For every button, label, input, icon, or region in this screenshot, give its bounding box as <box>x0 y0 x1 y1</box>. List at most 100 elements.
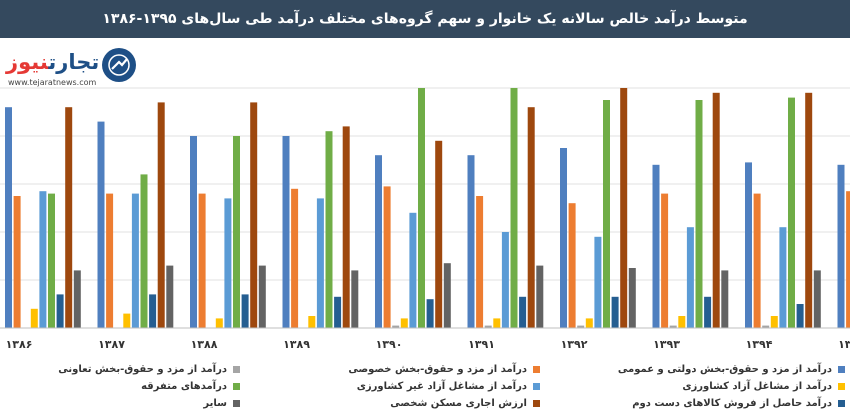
x-tick-label-6: ۱۳۹۲ <box>561 338 588 351</box>
bar-s1-c1 <box>106 193 114 328</box>
legend-swatch-2 <box>233 366 240 373</box>
bar-s5-c8 <box>788 97 795 328</box>
bar-s8-c4 <box>443 263 451 328</box>
bar-s1-c8 <box>753 193 761 328</box>
legend-item-0: درآمد از مزد و حقوق-بخش دولتی و عمومی <box>618 364 845 375</box>
bar-s0-c1 <box>97 121 105 328</box>
bar-s0-c0 <box>5 107 12 328</box>
brand-name-red: نیوز <box>6 50 49 74</box>
bar-s3-c6 <box>585 318 593 328</box>
bar-s7-c7 <box>712 92 720 328</box>
globe-icon <box>102 48 136 82</box>
chart-legend: درآمد از مزد و حقوق-بخش دولتی و عمومی درآ… <box>0 360 850 420</box>
bar-s6-c5 <box>519 296 527 328</box>
legend-label-5: درآمدهای متفرقه <box>141 381 227 392</box>
bar-s7-c8 <box>805 92 813 328</box>
bar-s2-c6 <box>577 325 585 328</box>
bar-s4-c8 <box>779 227 787 328</box>
bar-s5-c5 <box>510 88 518 328</box>
bar-s6-c8 <box>796 304 804 328</box>
bar-s2-c5 <box>484 325 492 328</box>
bar-chart: ۱۳۸۶ ۱۳۸۷ ۱۳۸۸ ۱۳۸۹ ۱۳۹۰ ۱۳۹۱ ۱۳۹۲ ۱۳۹۳ ۱۳۹۴ ۱۳۹۵ <box>0 87 850 351</box>
legend-swatch-4 <box>533 383 540 390</box>
legend-label-1: درآمد از مزد و حقوق-بخش خصوصی <box>348 364 527 375</box>
bar-s4-c0 <box>39 191 47 328</box>
bar-s2-c8 <box>762 325 770 328</box>
legend-item-3: درآمد از مشاغل آزاد کشاورزی <box>682 381 845 392</box>
bar-s2-c4 <box>392 325 400 328</box>
bar-s8-c8 <box>813 270 821 328</box>
bar-s1-c4 <box>383 186 391 328</box>
bar-s6-c1 <box>149 294 157 328</box>
bar-s8-c3 <box>351 270 359 328</box>
bar-s6-c2 <box>241 294 249 328</box>
legend-label-6: درآمد حاصل از فروش کالاهای دست دوم <box>632 398 832 409</box>
bar-s7-c0 <box>65 107 73 328</box>
bar-s8-c6 <box>628 268 636 328</box>
bar-s6-c3 <box>334 296 342 328</box>
bar-s1-c7 <box>661 193 669 328</box>
x-tick-label-8: ۱۳۹۴ <box>746 338 773 351</box>
bar-s7-c5 <box>527 107 535 328</box>
bar-s4-c1 <box>131 193 139 328</box>
legend-swatch-7 <box>533 400 540 407</box>
bar-s8-c2 <box>258 265 266 328</box>
legend-item-8: سایر <box>203 398 240 409</box>
legend-item-1: درآمد از مزد و حقوق-بخش خصوصی <box>348 364 540 375</box>
bar-s3-c2 <box>215 318 223 328</box>
legend-item-6: درآمد حاصل از فروش کالاهای دست دوم <box>632 398 845 409</box>
chart-title: متوسط درآمد خالص سالانه یک خانوار و سهم … <box>102 11 748 27</box>
bar-s1-c3 <box>291 188 299 328</box>
bar-s4-c4 <box>409 212 417 328</box>
bar-s3-c1 <box>123 313 131 328</box>
bar-s7-c2 <box>250 102 258 329</box>
legend-label-0: درآمد از مزد و حقوق-بخش دولتی و عمومی <box>617 364 832 375</box>
bar-s0-c2 <box>190 136 197 328</box>
x-tick-label-2: ۱۳۸۸ <box>191 338 218 351</box>
bar-s5-c4 <box>418 88 425 328</box>
bar-s7-c1 <box>157 102 165 329</box>
bar-s7-c6 <box>620 88 628 328</box>
bar-s6-c0 <box>56 294 64 328</box>
bar-s3-c0 <box>30 308 38 328</box>
legend-swatch-1 <box>533 366 540 373</box>
bar-s3-c3 <box>308 316 316 328</box>
bar-s5-c7 <box>695 100 703 328</box>
bar-s4-c6 <box>594 236 602 328</box>
chart-title-bar: متوسط درآمد خالص سالانه یک خانوار و سهم … <box>0 0 850 38</box>
bar-s1-c2 <box>198 193 206 328</box>
bar-s3-c8 <box>770 316 778 328</box>
legend-label-8: سایر <box>203 398 227 409</box>
legend-item-4: درآمد از مشاغل آزاد غیر کشاورزی <box>357 381 540 392</box>
chart-area: ۱۳۸۶ ۱۳۸۷ ۱۳۸۸ ۱۳۸۹ ۱۳۹۰ ۱۳۹۱ ۱۳۹۲ ۱۳۹۳ ۱۳۹۴ ۱۳۹۵ <box>0 38 850 420</box>
x-tick-label-4: ۱۳۹۰ <box>376 338 403 351</box>
legend-swatch-0 <box>838 366 845 373</box>
x-tick-label-9: ۱۳۹۵ <box>838 338 850 351</box>
x-tick-label-3: ۱۳۸۹ <box>283 338 310 351</box>
legend-label-7: ارزش اجاری مسکن شخصی <box>390 398 527 409</box>
bar-s1-c0 <box>13 196 21 328</box>
legend-swatch-8 <box>233 400 240 407</box>
bar-s3-c5 <box>493 318 501 328</box>
bar-s2-c7 <box>669 325 677 328</box>
bar-s4-c7 <box>686 227 694 328</box>
bar-s5-c6 <box>603 100 610 328</box>
legend-item-5: درآمدهای متفرقه <box>141 381 240 392</box>
legend-item-7: ارزش اجاری مسکن شخصی <box>390 398 540 409</box>
bar-s5-c0 <box>48 193 55 328</box>
bar-s1-c9 <box>846 191 850 328</box>
bar-s4-c3 <box>316 198 324 328</box>
bar-s8-c1 <box>166 265 174 328</box>
x-tick-label-7: ۱۳۹۳ <box>653 338 680 351</box>
bar-s8-c0 <box>73 270 81 328</box>
bar-s0-c5 <box>467 155 475 328</box>
legend-label-4: درآمد از مشاغل آزاد غیر کشاورزی <box>356 381 527 392</box>
bar-s4-c2 <box>224 198 232 328</box>
bar-s6-c7 <box>704 296 712 328</box>
brand-logo: تجارتنیوز www.tejaratnews.com <box>2 44 142 96</box>
legend-swatch-6 <box>838 400 845 407</box>
legend-label-2: درآمد از مزد و حقوق-بخش تعاونی <box>58 364 227 375</box>
bar-s0-c6 <box>560 148 567 328</box>
legend-swatch-5 <box>233 383 240 390</box>
bar-s0-c9 <box>837 164 845 328</box>
